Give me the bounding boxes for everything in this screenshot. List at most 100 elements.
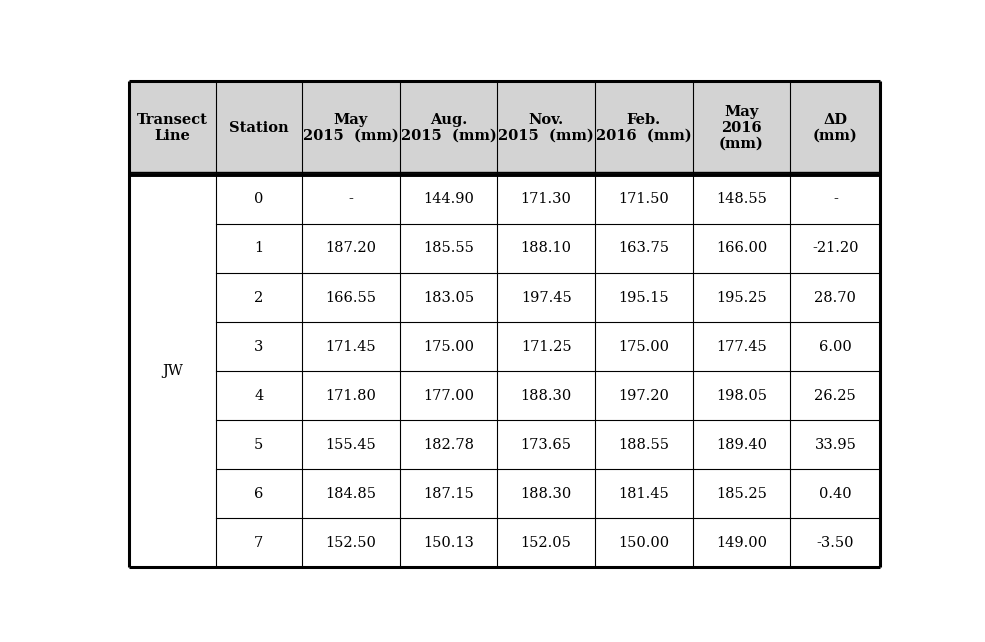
Text: 182.78: 182.78 — [423, 438, 474, 452]
Bar — [497, 273, 595, 322]
Text: 150.13: 150.13 — [423, 536, 474, 550]
Text: 171.45: 171.45 — [325, 340, 376, 354]
Bar — [595, 322, 692, 371]
Text: 148.55: 148.55 — [716, 193, 767, 207]
Bar — [497, 175, 595, 224]
Text: 188.55: 188.55 — [619, 438, 669, 452]
Text: 2: 2 — [254, 291, 263, 304]
Text: 195.25: 195.25 — [716, 291, 766, 304]
Text: -: - — [833, 193, 838, 207]
Bar — [302, 421, 400, 469]
Text: 171.25: 171.25 — [521, 340, 571, 354]
Bar — [216, 175, 302, 224]
Bar — [692, 371, 790, 421]
Text: 1: 1 — [254, 241, 263, 256]
Text: 26.25: 26.25 — [815, 388, 856, 403]
Text: 189.40: 189.40 — [716, 438, 767, 452]
Bar — [400, 518, 497, 568]
Text: 197.20: 197.20 — [619, 388, 669, 403]
Text: 5: 5 — [254, 438, 263, 452]
Bar — [790, 421, 881, 469]
Bar — [497, 518, 595, 568]
Bar — [302, 175, 400, 224]
Text: 152.05: 152.05 — [521, 536, 571, 550]
Text: 183.05: 183.05 — [423, 291, 474, 304]
Text: 171.30: 171.30 — [521, 193, 571, 207]
Text: -21.20: -21.20 — [812, 241, 859, 256]
Bar — [692, 273, 790, 322]
Bar — [497, 81, 595, 175]
Bar — [497, 421, 595, 469]
Bar — [790, 81, 881, 175]
Bar — [216, 371, 302, 421]
Text: 177.45: 177.45 — [716, 340, 766, 354]
Bar — [595, 175, 692, 224]
Bar — [216, 421, 302, 469]
Bar — [790, 518, 881, 568]
Bar — [302, 518, 400, 568]
Text: 7: 7 — [254, 536, 263, 550]
Text: 175.00: 175.00 — [423, 340, 474, 354]
Bar — [129, 322, 216, 371]
Bar — [129, 421, 216, 469]
Bar — [302, 273, 400, 322]
Bar — [400, 273, 497, 322]
Text: 184.85: 184.85 — [325, 487, 376, 501]
Bar — [216, 81, 302, 175]
Bar — [302, 469, 400, 518]
Text: 0: 0 — [254, 193, 264, 207]
Bar — [302, 371, 400, 421]
Text: 6: 6 — [254, 487, 264, 501]
Bar — [790, 175, 881, 224]
Bar — [216, 518, 302, 568]
Bar — [692, 322, 790, 371]
Text: 166.55: 166.55 — [325, 291, 376, 304]
Bar — [497, 224, 595, 273]
Bar — [302, 322, 400, 371]
Bar — [129, 469, 216, 518]
Text: 149.00: 149.00 — [716, 536, 767, 550]
Bar — [595, 371, 692, 421]
Bar — [497, 371, 595, 421]
Bar — [790, 469, 881, 518]
Bar — [692, 469, 790, 518]
Bar — [790, 224, 881, 273]
Text: 4: 4 — [254, 388, 263, 403]
Text: 198.05: 198.05 — [716, 388, 767, 403]
Text: 6.00: 6.00 — [819, 340, 852, 354]
Bar — [129, 518, 216, 568]
Bar — [595, 421, 692, 469]
Text: 144.90: 144.90 — [423, 193, 474, 207]
Bar — [692, 421, 790, 469]
Text: 175.00: 175.00 — [619, 340, 669, 354]
Bar — [692, 224, 790, 273]
Text: -: - — [349, 193, 354, 207]
Bar — [302, 224, 400, 273]
Text: 188.30: 188.30 — [520, 487, 571, 501]
Bar — [790, 273, 881, 322]
Bar — [595, 224, 692, 273]
Bar — [216, 224, 302, 273]
Bar — [595, 469, 692, 518]
Bar — [129, 224, 216, 273]
Text: 28.70: 28.70 — [815, 291, 856, 304]
Text: JW: JW — [162, 364, 183, 378]
Text: 185.25: 185.25 — [716, 487, 767, 501]
Bar — [129, 273, 216, 322]
Text: 195.15: 195.15 — [619, 291, 669, 304]
Bar — [692, 81, 790, 175]
Bar — [129, 371, 216, 421]
Text: Aug.
2015  (mm): Aug. 2015 (mm) — [401, 113, 496, 143]
Text: 171.50: 171.50 — [619, 193, 669, 207]
Bar — [216, 469, 302, 518]
Text: 150.00: 150.00 — [619, 536, 670, 550]
Bar — [497, 322, 595, 371]
Bar — [595, 518, 692, 568]
Text: Nov.
2015  (mm): Nov. 2015 (mm) — [498, 113, 594, 143]
Text: 33.95: 33.95 — [815, 438, 856, 452]
Text: 181.45: 181.45 — [619, 487, 669, 501]
Text: 185.55: 185.55 — [423, 241, 474, 256]
Bar — [790, 322, 881, 371]
Bar — [692, 175, 790, 224]
Bar — [790, 371, 881, 421]
